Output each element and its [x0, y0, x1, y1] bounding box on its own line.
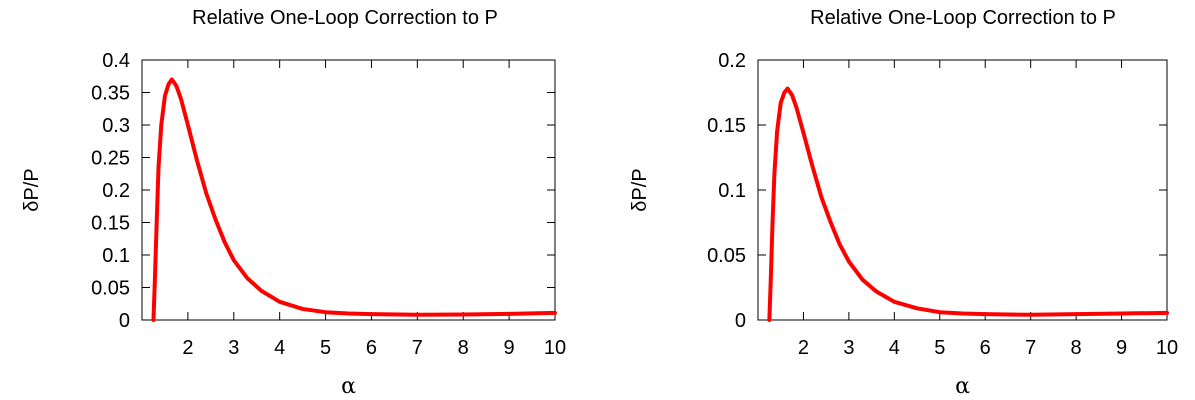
y-tick-label: 0 [735, 310, 746, 332]
x-tick-label: 8 [458, 337, 469, 359]
y-tick-label: 0.25 [91, 148, 130, 170]
chart-panel-1: Relative One-Loop Correction to P 2 3 4 5 6 7 8… [21, 7, 566, 399]
y-tick-label: 0.15 [91, 213, 130, 235]
chart-title: Relative One-Loop Correction to P [810, 7, 1116, 29]
y-tick-label: 0.4 [102, 50, 130, 72]
y-tick-label: 0.3 [102, 115, 130, 137]
y-tick-label: 0.35 [91, 83, 130, 105]
x-tick-label: 4 [274, 337, 285, 359]
x-tick-label: 7 [412, 337, 423, 359]
series-line [151, 77, 557, 322]
y-tick-label: 0.2 [718, 50, 746, 72]
x-tick-label: 6 [980, 337, 991, 359]
x-tick-label: 6 [366, 337, 377, 359]
chart-title: Relative One-Loop Correction to P [192, 7, 498, 29]
x-tick-label: 9 [1116, 337, 1127, 359]
y-tick-label: 0 [119, 310, 130, 332]
x-tick-label: 5 [320, 337, 331, 359]
x-tick-label: 5 [934, 337, 945, 359]
x-tick-label: 4 [889, 337, 900, 359]
x-tick-label: 3 [228, 337, 239, 359]
y-axis-label: δP/P [629, 168, 651, 211]
y-tick-label: 0.05 [707, 245, 746, 267]
chart-panel-2: Relative One-Loop Correction to P 2 3 4 5 6 7 8… [629, 7, 1178, 399]
x-tick-label: 3 [843, 337, 854, 359]
x-tick-label: 2 [798, 337, 809, 359]
x-tick-label: 2 [182, 337, 193, 359]
y-tick-label: 0.2 [102, 180, 130, 202]
y-tick-label: 0.1 [718, 180, 746, 202]
x-tick-label: 10 [1156, 337, 1178, 359]
x-tick-label: 8 [1071, 337, 1082, 359]
x-tick-label: 7 [1025, 337, 1036, 359]
y-tick-label: 0.15 [707, 115, 746, 137]
y-tick-label: 0.1 [102, 245, 130, 267]
x-tick-label: 10 [544, 337, 566, 359]
y-axis-label: δP/P [21, 168, 43, 211]
x-axis-label: α [955, 374, 970, 399]
x-tick-label: 9 [504, 337, 515, 359]
y-tick-label: 0.05 [91, 278, 130, 300]
series-line [767, 86, 1169, 322]
x-axis-label: α [341, 374, 356, 399]
